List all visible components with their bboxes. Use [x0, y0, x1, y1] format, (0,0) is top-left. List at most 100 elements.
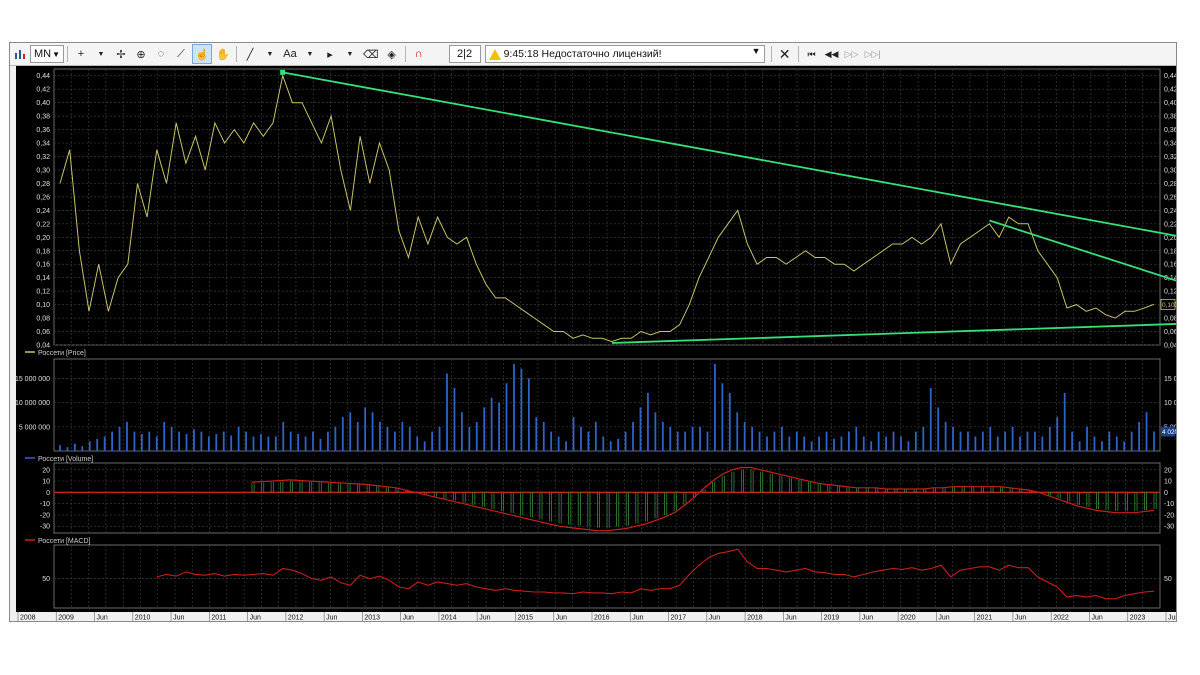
time-axis-label: 2014	[441, 615, 457, 622]
volume-bar	[833, 438, 835, 451]
volume-bar	[230, 435, 233, 451]
volume-bar	[327, 431, 329, 451]
magnet-icon[interactable]: ∩	[414, 48, 423, 60]
volume-bar	[103, 436, 106, 451]
macd-signal-line	[251, 466, 1155, 532]
volume-bar	[557, 436, 560, 451]
time-axis-label: 2012	[288, 615, 304, 622]
volume-bar	[312, 431, 314, 451]
bar-chart-icon[interactable]	[11, 45, 29, 63]
y-tick-label-right: 10 000 000	[1164, 400, 1176, 407]
time-axis-label: Jun	[403, 615, 414, 622]
pointer-icon[interactable]: ☝	[192, 44, 212, 64]
line-tool-icon[interactable]: ╱	[246, 48, 254, 61]
volume-bar	[565, 441, 567, 451]
y-tick-label-right: 0,32	[1164, 154, 1176, 161]
volume-bar	[1108, 431, 1111, 451]
volume-bar	[818, 436, 821, 451]
next-icon[interactable]: ▷▷	[844, 48, 859, 59]
volume-bar	[73, 443, 76, 451]
time-input[interactable]: 2|2	[448, 45, 481, 63]
volume-bar	[200, 431, 203, 451]
y-tick-label-right: 0,06	[1164, 329, 1176, 336]
marker-icon[interactable]: ▸	[327, 48, 333, 61]
volume-bar	[647, 392, 649, 451]
volume-bar	[133, 431, 136, 451]
first-icon[interactable]: ⏮	[807, 48, 816, 59]
volume-bar	[825, 431, 828, 451]
volume-bar	[1138, 421, 1141, 451]
volume-bar	[676, 431, 679, 451]
volume-bar	[1071, 431, 1074, 451]
message-dropdown[interactable]: 9:45:18 Недостаточно лицензий! ▼	[484, 45, 765, 63]
timeframe-select[interactable]: MN ▼	[30, 45, 64, 63]
y-tick-label-right: 0,16	[1164, 262, 1176, 269]
volume-bar	[267, 436, 270, 451]
y-tick-label-right: 0,40	[1164, 100, 1176, 107]
volume-bar	[408, 426, 411, 451]
y-tick-label-right: 0,44	[1164, 73, 1176, 80]
volume-bar	[334, 426, 337, 451]
last-icon[interactable]: ▷▷|	[864, 48, 881, 59]
volume-bar	[751, 426, 754, 451]
circle-icon[interactable]: ◌	[157, 48, 165, 60]
y-tick-label: 0,44	[36, 73, 50, 80]
y-tick-label-right: 0,04	[1164, 343, 1176, 350]
left-strip	[10, 66, 16, 621]
chevron-down-icon[interactable]: ▼	[306, 50, 314, 58]
chevron-down-icon[interactable]: ▼	[97, 50, 105, 58]
volume-bar	[1019, 436, 1021, 451]
plus-icon[interactable]: +	[77, 48, 85, 60]
volume-bar	[393, 431, 396, 451]
y-tick-label: 0,40	[36, 100, 50, 107]
volume-bar	[840, 436, 843, 451]
chart-background	[16, 66, 1176, 621]
volume-bar	[96, 438, 99, 451]
volume-bar	[617, 438, 620, 451]
time-axis-label: Jun	[479, 615, 490, 622]
y-tick-label: -10	[40, 501, 50, 508]
chart-area[interactable]: Россети [Price] Россети [Volume] Россети […	[10, 66, 1176, 621]
volume-bar	[624, 431, 627, 451]
hand-icon[interactable]: ✋	[216, 48, 230, 61]
volume-bar	[379, 421, 381, 451]
volume-bar	[148, 431, 151, 451]
volume-bar	[803, 436, 806, 451]
chevron-down-icon[interactable]: ▼	[751, 46, 761, 56]
time-axis-label: Jun	[632, 615, 643, 622]
time-axis-label: Jun	[326, 615, 337, 622]
crosshair-icon[interactable]: ✢	[116, 48, 126, 61]
close-icon[interactable]: ✕	[778, 45, 791, 62]
volume-bar	[505, 383, 508, 451]
volume-bar	[728, 392, 731, 451]
volume-bar	[222, 431, 225, 451]
volume-bar	[59, 445, 61, 451]
volume-bar	[669, 426, 672, 451]
chevron-down-icon[interactable]: ▼	[266, 50, 274, 58]
volume-bar	[163, 421, 166, 451]
volume-bar	[989, 426, 992, 451]
trendline-3	[611, 323, 1176, 344]
volume-bar	[795, 431, 798, 451]
y-tick-label: -20	[40, 512, 50, 519]
volume-bar	[952, 426, 954, 451]
volume-bar	[706, 431, 709, 451]
eraser-icon[interactable]: ⌫	[363, 48, 379, 61]
layers-icon[interactable]: ◈	[387, 48, 396, 61]
font-icon[interactable]: Aa	[281, 45, 299, 63]
volume-bar	[572, 417, 575, 451]
ruler-icon[interactable]: ⟋	[177, 47, 185, 60]
y-tick-label: 0,16	[36, 262, 50, 269]
message-text: 9:45:18 Недостаточно лицензий!	[503, 48, 662, 60]
volume-bar	[140, 434, 143, 451]
volume-bar	[1034, 431, 1036, 451]
prev-icon[interactable]: ◀◀	[824, 48, 839, 59]
volume-bar	[1078, 441, 1081, 451]
time-axis-label: 2021	[977, 615, 993, 622]
target-icon[interactable]: ⊕	[136, 48, 146, 61]
volume-bar	[1011, 426, 1014, 451]
y-tick-label: 0,06	[36, 329, 50, 336]
chevron-down-icon[interactable]: ▼	[346, 50, 354, 58]
time-axis-label: 2023	[1130, 615, 1146, 622]
trendline-handle	[280, 69, 286, 75]
